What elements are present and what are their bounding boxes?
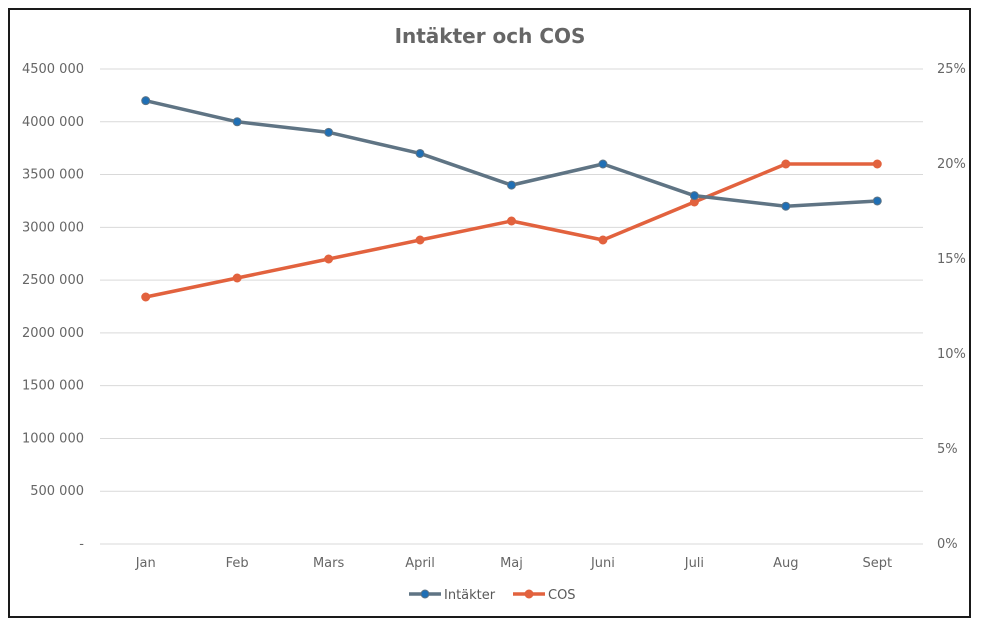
x-tick-label: Sept xyxy=(862,556,892,571)
y2-tick-label: 5% xyxy=(937,442,958,457)
y-tick-label: 4000 000 xyxy=(22,115,84,130)
y2-tick-label: 10% xyxy=(937,347,966,362)
x-tick-label: Juli xyxy=(684,556,704,571)
legend-marker-int-kter xyxy=(420,589,430,599)
x-tick-label: Feb xyxy=(226,556,249,571)
legend-label-cos: COS xyxy=(548,588,576,603)
legend-marker-cos xyxy=(524,589,534,599)
legend: Intäkter COS xyxy=(409,588,576,603)
series-layer xyxy=(141,96,882,302)
data-point-int-kter xyxy=(232,117,242,127)
x-tick-label: Juni xyxy=(590,556,615,571)
data-point-int-kter xyxy=(872,196,882,206)
x-axis: Jan Feb Mars April Maj Juni Juli Aug Sept xyxy=(135,556,892,571)
data-point-int-kter xyxy=(141,96,151,106)
y-tick-label: - xyxy=(79,537,84,552)
x-tick-label: Jan xyxy=(135,556,156,571)
x-tick-label: Maj xyxy=(500,556,523,571)
data-point-int-kter xyxy=(598,159,608,169)
y-tick-label: 3500 000 xyxy=(22,168,84,183)
data-point-cos xyxy=(324,254,334,264)
y-axis-right: 0% 5% 10% 15% 20% 25% xyxy=(937,62,966,552)
y2-tick-label: 15% xyxy=(937,252,966,267)
data-point-int-kter xyxy=(689,191,699,201)
data-point-cos xyxy=(872,159,882,169)
data-point-int-kter xyxy=(507,180,516,190)
y2-tick-label: 25% xyxy=(937,62,966,77)
x-tick-label: Mars xyxy=(313,556,345,571)
y-tick-label: 3000 000 xyxy=(22,220,84,235)
x-tick-label: Aug xyxy=(773,556,798,571)
legend-label-int-kter: Intäkter xyxy=(444,588,496,603)
y-tick-label: 4500 000 xyxy=(22,62,84,77)
y2-tick-label: 20% xyxy=(937,157,966,172)
data-point-cos xyxy=(598,235,608,245)
data-point-cos xyxy=(141,292,151,302)
data-point-cos xyxy=(507,216,516,226)
y-axis-left: - 500 000 1000 000 1500 000 2000 000 2500 000… xyxy=(22,62,84,552)
data-point-int-kter xyxy=(415,148,425,158)
y-tick-label: 1500 000 xyxy=(22,379,84,394)
y-tick-label: 500 000 xyxy=(30,484,84,499)
y-tick-label: 1000 000 xyxy=(22,431,84,446)
chart-frame xyxy=(8,8,971,618)
chart-title: Intäkter och COS xyxy=(395,24,586,48)
data-point-int-kter xyxy=(324,127,334,137)
y-tick-label: 2000 000 xyxy=(22,326,84,341)
grid-lines xyxy=(100,68,923,545)
data-point-cos xyxy=(781,159,791,169)
x-tick-label: April xyxy=(405,556,435,571)
data-point-cos xyxy=(232,273,242,283)
y2-tick-label: 0% xyxy=(937,537,958,552)
data-point-int-kter xyxy=(781,201,791,211)
data-point-cos xyxy=(415,235,425,245)
y-tick-label: 2500 000 xyxy=(22,273,84,288)
series-line-int-kter xyxy=(143,98,880,208)
